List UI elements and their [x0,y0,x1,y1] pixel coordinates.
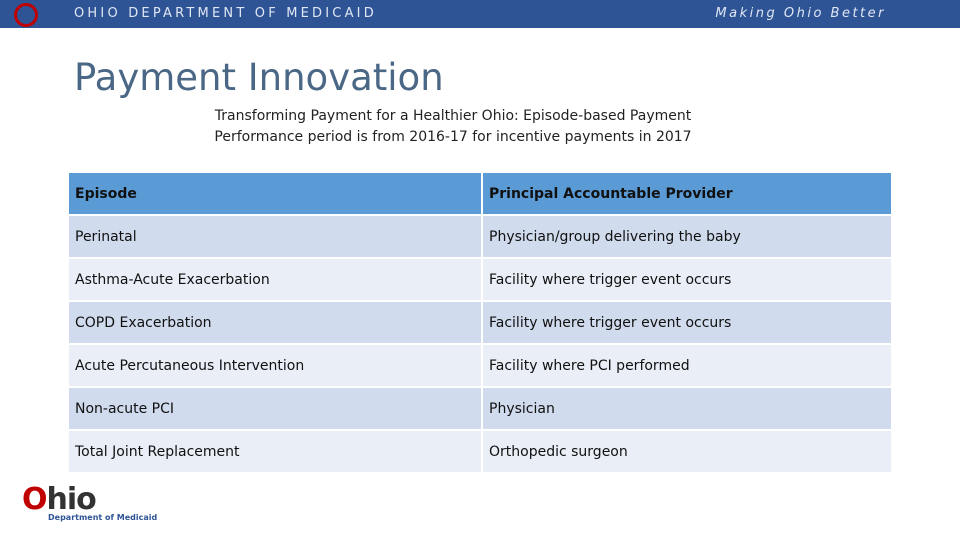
subtitle: Transforming Payment for a Healthier Ohi… [214,108,692,124]
table-cell: Non-acute PCI [67,386,483,431]
table-cell: Total Joint Replacement [67,429,483,474]
table-row: Perinatal Physician/group delivering the … [67,214,893,259]
table-cell: Asthma-Acute Exacerbation [67,257,483,302]
org-name: OHIO DEPARTMENT OF MEDICAID [74,6,377,21]
table-cell: COPD Exacerbation [67,300,483,345]
logo-ring [14,3,38,27]
table-row: Acute Percutaneous Intervention Facility … [67,343,893,388]
column-header: Episode [67,171,483,216]
episode-table: Episode Principal Accountable Provider Per… [67,171,893,474]
logo-name: Ohio [22,482,97,517]
tagline: Making Ohio Better [715,6,886,21]
table-cell: Facility where trigger event occurs [481,300,893,345]
table-row: COPD Exacerbation Facility where trigger … [67,300,893,345]
table-cell: Facility where PCI performed [481,343,893,388]
subtitle: Performance period is from 2016-17 for i… [214,129,692,145]
footer-logo: Ohio Department of Medicaid [22,482,157,522]
header-bar: OHIO DEPARTMENT OF MEDICAID Making Ohio … [0,0,960,28]
table-cell: Physician [481,386,893,431]
table-cell: Perinatal [67,214,483,259]
column-header: Principal Accountable Provider [481,171,893,216]
table-cell: Acute Percutaneous Intervention [67,343,483,388]
table-cell: Orthopedic surgeon [481,429,893,474]
table-row: Non-acute PCI Physician [67,386,893,431]
table-cell: Physician/group delivering the baby [481,214,893,259]
table-row: Total Joint Replacement Orthopedic surgeo… [67,429,893,474]
slide-title: Payment Innovation [74,56,444,99]
header-row: Episode Principal Accountable Provider [67,171,893,216]
table-cell: Facility where trigger event occurs [481,257,893,302]
logo-subtitle: Department of Medicaid [48,513,158,522]
table-row: Asthma-Acute Exacerbation Facility where … [67,257,893,302]
